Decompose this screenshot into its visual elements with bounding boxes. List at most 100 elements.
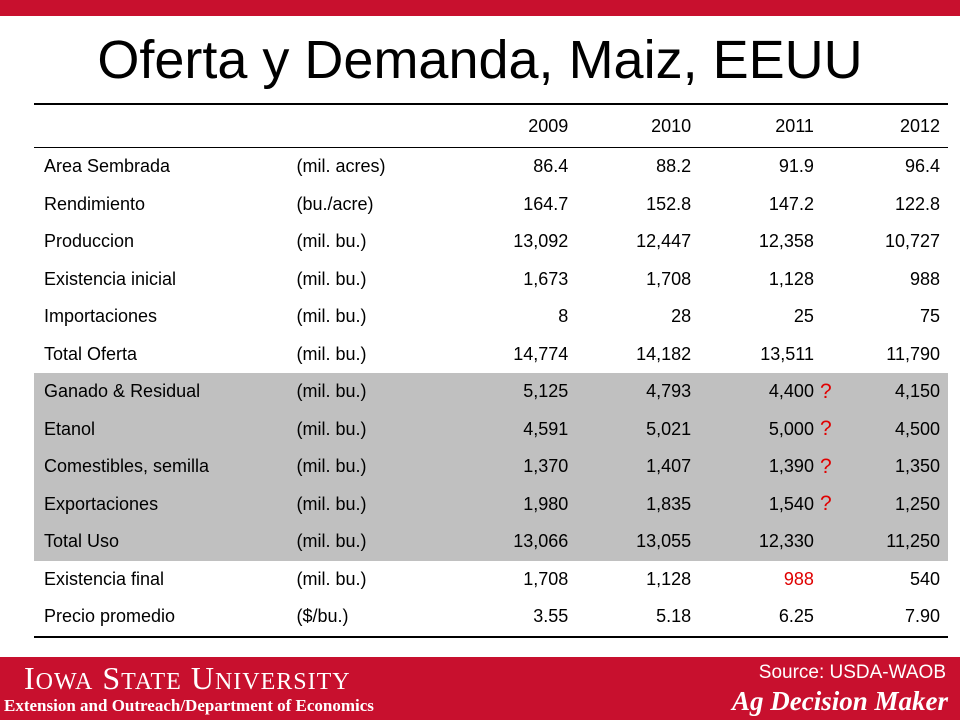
header-row: 2009 2010 2011 2012 (34, 103, 948, 148)
table-row: Exportaciones (mil. bu.) 1,980 1,835 1,5… (34, 485, 948, 523)
row-unit: (mil. bu.) (296, 268, 367, 289)
value-cell: 96.4 (904, 156, 940, 177)
value-cell: 1,540 (691, 485, 814, 523)
university-logo: IOWA STATE UNIVERSITY (24, 660, 351, 696)
value-cell: 1,370 (445, 448, 569, 486)
value-cell: 1,708 (646, 268, 692, 289)
value-cell: 540 (909, 568, 940, 589)
value-cell: 12,358 (758, 231, 814, 252)
value-cell: 1,980 (445, 485, 569, 523)
value-cell: 13,055 (568, 523, 692, 561)
value-cell: 4,500 (837, 410, 948, 448)
row-label: Precio promedio (34, 598, 297, 638)
value-cell: 5,000 (691, 410, 814, 448)
value-cell: 1,407 (568, 448, 692, 486)
row-label: Rendimiento (44, 193, 146, 214)
row-unit: (mil. bu.) (296, 343, 367, 364)
flag-cell (813, 598, 838, 638)
value-cell: 11,250 (837, 523, 948, 561)
flag-cell (814, 561, 838, 599)
value-cell: 1,350 (837, 448, 948, 486)
value-cell: 13,066 (445, 523, 569, 561)
table-row: Precio promedio ($/bu.) 3.55 5.18 6.25 7… (34, 598, 948, 638)
value-cell: 5,125 (445, 373, 569, 411)
table-row: Ganado & Residual (mil. bu.) 5,125 4,793… (34, 373, 948, 411)
value-cell: 6.25 (691, 598, 814, 638)
footer-bar (0, 657, 960, 720)
question-flag: ? (813, 485, 838, 523)
value-cell: 14,182 (636, 343, 692, 364)
table-row: Area Sembrada (mil. acres) 86.4 88.2 91.… (34, 148, 948, 186)
row-unit: (mil. bu.) (296, 485, 446, 523)
year-header: 2009 (445, 103, 569, 148)
value-cell: 1,708 (523, 568, 569, 589)
supply-demand-table: 2009 2010 2011 2012 Area Sembrada (mil. … (34, 103, 948, 638)
value-cell: 88.2 (656, 156, 692, 177)
value-cell: 28 (671, 306, 692, 327)
year-header: 2010 (568, 103, 692, 148)
row-unit: (mil. acres) (296, 156, 386, 177)
row-unit: ($/bu.) (296, 598, 446, 638)
value-cell: 4,400 (691, 373, 814, 411)
value-cell: 988 (909, 268, 940, 289)
question-flag: ? (813, 448, 838, 486)
flag-cell (813, 523, 838, 561)
table-row: Comestibles, semilla (mil. bu.) 1,370 1,… (34, 448, 948, 486)
row-unit: (mil. bu.) (296, 373, 446, 411)
value-cell: 8 (558, 306, 569, 327)
highlighted-value-cell: 988 (783, 568, 814, 589)
value-cell: 14,774 (513, 343, 569, 364)
table-row: Total Oferta (mil. bu.) 14,774 14,182 13… (34, 336, 948, 374)
row-unit: (mil. bu.) (296, 568, 367, 589)
value-cell: 4,591 (445, 410, 569, 448)
value-cell: 25 (793, 306, 814, 327)
value-cell: 1,835 (568, 485, 692, 523)
value-cell: 1,390 (691, 448, 814, 486)
row-label: Comestibles, semilla (34, 448, 297, 486)
table-row: Total Uso (mil. bu.) 13,066 13,055 12,33… (34, 523, 948, 561)
value-cell: 13,511 (760, 343, 814, 364)
value-cell: 75 (919, 306, 940, 327)
brand-logo: Ag Decision Maker (732, 686, 948, 716)
value-cell: 5,021 (568, 410, 692, 448)
value-cell: 5.18 (568, 598, 692, 638)
flag-cell (814, 336, 838, 374)
table-row: Produccion (mil. bu.) 13,092 12,447 12,3… (34, 223, 948, 261)
value-cell: 164.7 (523, 193, 569, 214)
value-cell: 1,250 (837, 485, 948, 523)
row-label: Total Uso (34, 523, 297, 561)
value-cell: 86.4 (533, 156, 569, 177)
question-flag: ? (813, 410, 838, 448)
header-blank-unit (296, 103, 446, 148)
top-accent-bar (0, 0, 960, 16)
row-unit: (mil. bu.) (296, 448, 446, 486)
value-cell: 91.9 (778, 156, 814, 177)
row-label: Existencia final (44, 568, 165, 589)
value-cell: 4,793 (568, 373, 692, 411)
header-blank-label (34, 103, 297, 148)
value-cell: 10,727 (884, 231, 940, 252)
row-label: Etanol (34, 410, 297, 448)
value-cell: 122.8 (894, 193, 940, 214)
row-unit: (mil. bu.) (296, 410, 446, 448)
row-label: Exportaciones (34, 485, 297, 523)
row-label: Existencia inicial (44, 268, 177, 289)
flag-cell (814, 223, 838, 261)
row-label: Total Oferta (44, 343, 138, 364)
value-cell: 1,128 (768, 268, 814, 289)
year-header: 2011 (691, 103, 814, 148)
table-row: Rendimiento (bu./acre) 164.7 152.8 147.2… (34, 186, 948, 224)
row-label: Area Sembrada (44, 156, 171, 177)
department-label: Extension and Outreach/Department of Eco… (4, 696, 374, 715)
row-unit: (bu./acre) (296, 193, 374, 214)
value-cell: 11,790 (886, 343, 940, 364)
flag-cell (814, 261, 838, 299)
table-row: Importaciones (mil. bu.) 8 28 25 75 (34, 298, 948, 336)
flag-cell (814, 148, 838, 186)
row-label: Ganado & Residual (34, 373, 297, 411)
row-label: Produccion (44, 231, 135, 252)
year-header: 2012 (837, 103, 948, 148)
value-cell: 3.55 (445, 598, 569, 638)
row-unit: (mil. bu.) (296, 523, 446, 561)
value-cell: 13,092 (513, 231, 569, 252)
